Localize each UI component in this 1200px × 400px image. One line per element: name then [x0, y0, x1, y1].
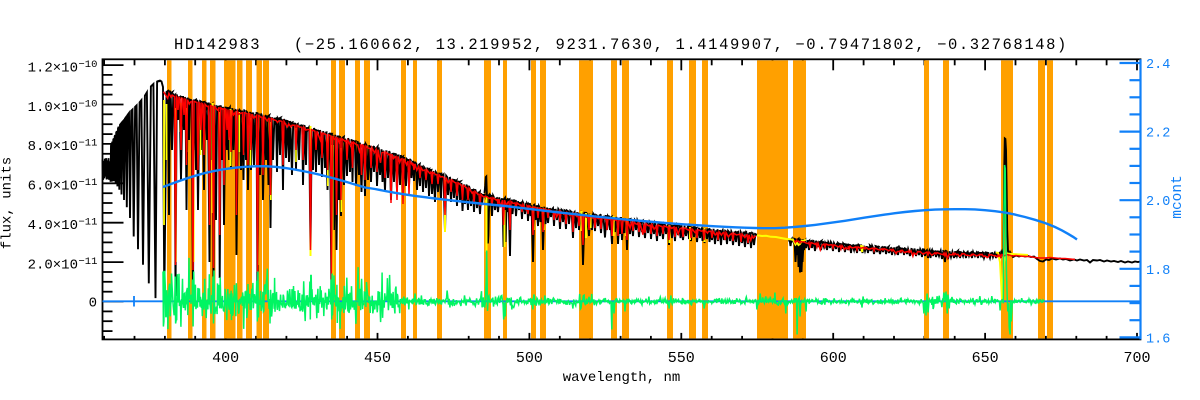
- svg-text:450: 450: [364, 350, 391, 367]
- svg-text:1.8: 1.8: [1146, 264, 1170, 279]
- svg-text:−11: −11: [79, 217, 98, 229]
- svg-text:600: 600: [820, 350, 847, 367]
- svg-text:650: 650: [972, 350, 999, 367]
- svg-text:550: 550: [668, 350, 695, 367]
- svg-text:1.6: 1.6: [1146, 332, 1170, 347]
- svg-text:wavelength, nm: wavelength, nm: [563, 370, 681, 386]
- svg-text:500: 500: [516, 350, 543, 367]
- svg-text:4.0×10: 4.0×10: [28, 218, 78, 234]
- svg-text:−10: −10: [79, 98, 98, 110]
- svg-text:flux, units: flux, units: [0, 157, 16, 249]
- svg-text:−10: −10: [79, 59, 98, 71]
- svg-text:8.0×10: 8.0×10: [28, 139, 78, 155]
- svg-text:−11: −11: [79, 256, 98, 268]
- svg-text:−11: −11: [79, 138, 98, 150]
- svg-text:6.0×10: 6.0×10: [28, 179, 78, 195]
- svg-text:mcont: mcont: [1170, 175, 1186, 219]
- svg-text:1.0×10: 1.0×10: [28, 100, 78, 116]
- svg-text:700: 700: [1123, 350, 1150, 367]
- svg-text:1.2×10: 1.2×10: [28, 60, 78, 76]
- svg-text:2.4: 2.4: [1146, 58, 1170, 73]
- svg-text:0: 0: [89, 296, 97, 312]
- svg-text:2.0×10: 2.0×10: [28, 257, 78, 273]
- svg-text:2.0: 2.0: [1146, 195, 1170, 210]
- svg-text:2.2: 2.2: [1146, 127, 1170, 142]
- svg-text:400: 400: [212, 350, 239, 367]
- svg-text:HD142983 (−25.160662, 13.219: HD142983 (−25.160662, 13.219952, 9231.76…: [174, 36, 1068, 54]
- svg-text:−11: −11: [79, 177, 98, 189]
